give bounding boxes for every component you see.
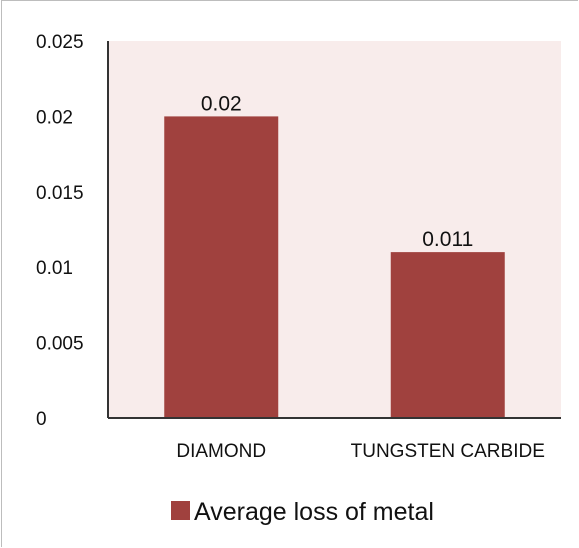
data-label: 0.011 [422,228,473,251]
y-tick-label: 0.005 [36,334,84,355]
bars [164,116,505,419]
data-labels: 0.02 0.011 [201,92,473,251]
legend-label: Average loss of metal [194,498,434,526]
y-tick-label: 0.02 [36,107,73,128]
legend: Average loss of metal [171,498,434,526]
data-label: 0.02 [201,92,242,115]
legend-swatch [171,501,190,520]
x-axis-labels: DIAMOND TUNGSTEN CARBIDE [176,441,544,462]
y-tick-label: 0.01 [36,258,73,279]
y-tick-label: 0.015 [36,183,84,204]
x-tick-label: TUNGSTEN CARBIDE [351,441,545,462]
bar [164,116,279,419]
bar [390,252,505,418]
y-tick-label: 0.025 [36,32,84,53]
y-axis-ticks: 0 0.005 0.01 0.015 0.02 0.025 [36,32,84,430]
y-tick-label: 0 [36,409,47,430]
x-tick-label: DIAMOND [176,441,266,462]
